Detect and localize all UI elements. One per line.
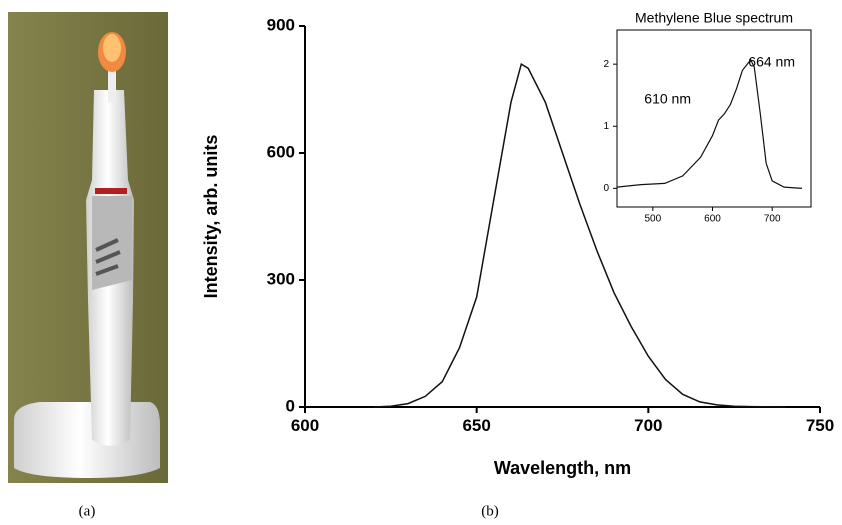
x-axis-label: Wavelength, nm (494, 458, 631, 478)
y-axis-label: Intensity, arb. units (201, 135, 221, 299)
y-tick-label: 2 (603, 59, 609, 70)
x-tick-label: 750 (806, 416, 834, 435)
neck (108, 62, 116, 102)
line (616, 58, 803, 189)
x-tick-label: 700 (634, 416, 662, 435)
x-tick-label: 500 (644, 214, 661, 225)
caption: (a) (79, 503, 96, 519)
y-tick-label: 0 (603, 183, 609, 194)
annotation: 664 nm (748, 54, 795, 70)
inset-title: Methylene Blue spectrum (635, 10, 793, 26)
bristles (103, 34, 121, 62)
x-tick-label: 650 (462, 416, 490, 435)
annotation: 610 nm (644, 91, 691, 107)
plot-frame (616, 29, 812, 208)
y-tick-label: 300 (267, 269, 295, 288)
line (373, 62, 786, 408)
photo (8, 12, 168, 483)
x-tick-label: 600 (704, 214, 721, 225)
y-tick-label: 1 (603, 121, 609, 132)
y-tick-label: 600 (267, 142, 295, 161)
stand (14, 402, 160, 478)
x-tick-label: 600 (291, 416, 319, 435)
y-tick-label: 0 (286, 396, 295, 415)
grip-lines (95, 238, 121, 276)
caption: (b) (481, 503, 499, 519)
y-tick-label: 900 (267, 15, 295, 34)
x-tick-label: 700 (764, 214, 781, 225)
red-band (95, 188, 127, 194)
